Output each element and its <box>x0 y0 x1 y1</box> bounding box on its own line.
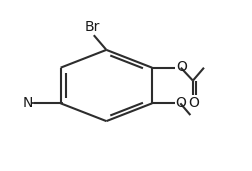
Text: N: N <box>22 96 33 110</box>
Text: O: O <box>175 96 186 110</box>
Text: O: O <box>188 96 199 110</box>
Text: O: O <box>176 60 186 74</box>
Text: Br: Br <box>84 20 100 34</box>
